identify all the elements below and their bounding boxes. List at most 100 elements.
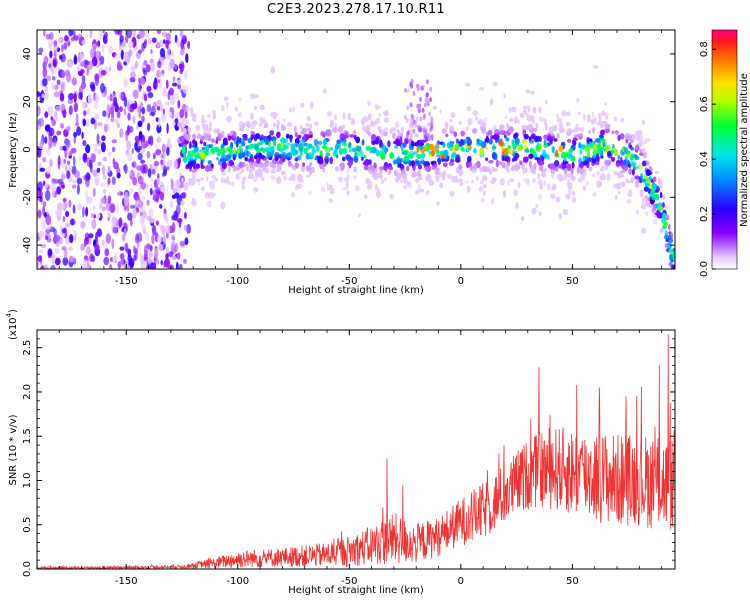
spectrogram-cell — [570, 175, 576, 181]
spectrogram-cell — [176, 218, 183, 223]
spectrogram-cell — [94, 244, 100, 251]
spectrogram-cell — [272, 163, 276, 170]
spectrogram-cell — [147, 92, 154, 99]
spectrogram-cell — [335, 166, 339, 172]
spectrogram-cell — [558, 126, 564, 134]
spectrogram-cell — [374, 103, 379, 111]
spectrogram-cell — [576, 166, 580, 175]
spectrogram-cell — [170, 95, 176, 106]
spectrogram-cell — [481, 141, 487, 149]
spectrogram-cell — [344, 177, 350, 182]
spectrogram-cell — [176, 38, 180, 48]
spectrogram-cell — [325, 152, 331, 157]
spectrogram-cell — [429, 97, 433, 103]
spectrogram-cell — [308, 152, 314, 157]
spectrogram-cell — [411, 115, 415, 121]
colorbar: 0.0 0.2 0.4 0.6 0.8 Normalized spectral ampl… — [699, 29, 750, 277]
spectrogram-cell — [428, 143, 435, 150]
spectrogram-cell — [582, 113, 586, 121]
spectrogram-cell — [411, 160, 415, 168]
spectrogram-cell — [415, 116, 419, 122]
spectrogram-cell — [509, 149, 514, 155]
spectrogram-cell — [179, 30, 184, 39]
spectrogram-cell — [276, 147, 282, 152]
spectrogram-cell — [582, 174, 586, 181]
spectrogram-cell — [591, 118, 595, 125]
y-tick-label: 1.0 — [22, 473, 33, 489]
spectrogram-cell — [450, 111, 456, 118]
spectrogram-cell — [57, 209, 62, 217]
spectrogram-cell — [57, 155, 61, 166]
spectrogram-cell — [503, 190, 506, 198]
spectrogram-cell — [192, 134, 196, 139]
spectrogram-cell — [115, 104, 120, 113]
spectrogram-cell — [86, 256, 90, 267]
spectrogram-cell — [41, 219, 46, 230]
spectrogram-cell — [476, 160, 481, 169]
spectrogram-cell — [395, 139, 401, 147]
spectrogram-cell — [653, 186, 657, 190]
spectrogram-cell — [270, 169, 276, 174]
spectrogram-cell — [106, 95, 110, 101]
spectrogram-cell — [533, 128, 538, 132]
spectrogram-cell — [439, 108, 442, 115]
spectrogram-cell — [395, 177, 399, 183]
spectrogram-cell — [296, 183, 302, 189]
spectrogram-cell — [491, 166, 495, 172]
spectrogram-cell — [195, 178, 201, 182]
spectrogram-cell — [103, 123, 108, 133]
spectrogram-cell — [540, 156, 545, 162]
spectrogram-cell — [473, 148, 477, 154]
spectrogram-cell — [123, 227, 127, 236]
spectrogram-cell — [671, 276, 677, 282]
spectrogram-cell — [250, 134, 254, 141]
spectrogram-cell — [65, 125, 71, 132]
spectrogram-cell — [192, 144, 195, 148]
x-tick-label: -100 — [226, 576, 249, 587]
spectrogram-cell — [141, 115, 145, 123]
spectrogram-cell — [200, 159, 204, 167]
spectrogram-cell — [389, 152, 395, 160]
spectrogram-cell — [114, 52, 121, 61]
spectrogram-cell — [458, 169, 464, 177]
spectrogram-cell — [527, 178, 530, 186]
spectrogram-cell — [359, 150, 364, 158]
spectrogram-cell — [530, 90, 535, 95]
spectrogram-cell — [504, 115, 508, 120]
spectrogram-cell — [64, 222, 71, 228]
spectrogram-cell — [51, 68, 55, 76]
spectrogram-cell — [214, 177, 219, 182]
spectrogram-cell — [434, 145, 439, 150]
spectrogram-cell — [158, 73, 165, 78]
spectrogram-cell — [266, 150, 272, 158]
spectrogram-cell — [48, 249, 53, 256]
spectrogram-cell — [365, 145, 371, 151]
spectrogram-cell — [424, 129, 428, 135]
spectrogram-cell — [573, 134, 579, 138]
spectrogram-cell — [213, 128, 218, 134]
spectrogram-cell — [187, 150, 191, 157]
spectrogram-cell — [259, 116, 263, 123]
spectrogram-cell — [528, 153, 534, 159]
spectrogram-cell — [171, 255, 177, 261]
spectrogram-cell — [148, 208, 154, 217]
spectrogram-cell — [310, 166, 315, 173]
spectrogram-cell — [577, 127, 583, 131]
spectrogram-cell — [86, 66, 89, 76]
spectrogram-cell — [479, 166, 484, 173]
spectrogram-cell — [338, 148, 343, 155]
spectrogram-cell — [157, 117, 161, 128]
spectrogram-cell — [628, 134, 632, 142]
spectrogram-cell — [128, 257, 135, 268]
spectrogram-cell — [141, 141, 145, 149]
spectrogram-cell — [347, 113, 351, 120]
spectrogram-cell — [138, 81, 142, 93]
spectrogram-cell — [536, 141, 540, 150]
spectrogram-cell — [217, 133, 223, 139]
spectrogram-cell — [90, 213, 95, 218]
spectrogram-cell — [211, 138, 216, 143]
spectrogram-cell — [222, 158, 227, 163]
spectrogram-cell — [587, 150, 591, 158]
spectrogram-cell — [177, 157, 181, 165]
spectrogram-cell — [134, 141, 138, 151]
